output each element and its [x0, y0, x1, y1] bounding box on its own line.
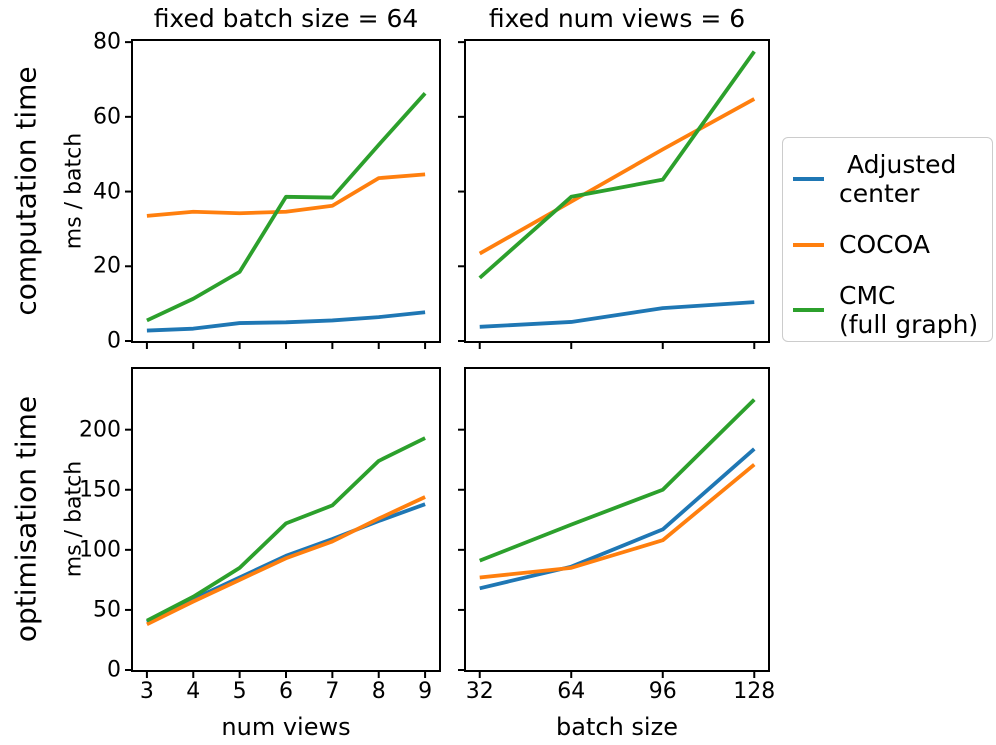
plot-canvas	[458, 41, 756, 349]
y-tick-label: 0	[107, 328, 121, 354]
legend-item-cocoa: COCOA	[793, 230, 982, 259]
x-tick-label: 6	[279, 679, 293, 704]
subplot-optimisation-vs-num-views	[125, 367, 441, 678]
line-cocoa	[479, 463, 756, 580]
legend-item-cmc-full-graph: CMC (full graph)	[793, 281, 982, 339]
plot-canvas	[458, 398, 756, 678]
plot-canvas	[125, 428, 427, 678]
legend-items: Adjusted center COCOA CMC (full graph)	[783, 138, 992, 349]
y-tick-label: 80	[93, 29, 121, 55]
legend-label-line: Adjusted	[847, 150, 957, 179]
legend-line-sample-cmc-full-graph	[793, 308, 824, 312]
x-tick-label: 9	[418, 679, 433, 704]
legend-label-line: CMC	[839, 281, 896, 310]
legend-line-sample-adjusted-center	[793, 177, 824, 181]
x-tick-label: 8	[371, 679, 386, 704]
subplot-computation-vs-batch-size	[458, 39, 770, 349]
plot-canvas	[125, 41, 427, 349]
y-tick-label: 100	[79, 537, 121, 563]
line-adjusted-center	[146, 310, 426, 333]
legend-label: CMC (full graph)	[839, 281, 978, 339]
legend-label-line: COCOA	[839, 230, 930, 259]
legend-item-adjusted-center: Adjusted center	[793, 150, 982, 208]
x-tick-label: 3	[139, 679, 154, 704]
line-adjusted-center	[479, 447, 756, 591]
y-tick-label: 200	[79, 417, 121, 443]
line-cocoa	[146, 172, 426, 218]
x-tick-label: 64	[557, 679, 586, 704]
xlabel-batch-size: batch size	[556, 713, 678, 741]
y-tick-label: 50	[93, 597, 121, 623]
subplot-title-right: fixed num views = 6	[488, 4, 746, 33]
legend-label: COCOA	[839, 230, 930, 259]
subplot-computation-vs-num-views	[125, 39, 441, 349]
legend-label-line: center	[839, 179, 920, 208]
subplot-title-left: fixed batch size = 64	[153, 4, 419, 33]
subplot-optimisation-vs-batch-size	[458, 367, 770, 678]
legend-label: Adjusted center	[839, 150, 956, 208]
x-tick-label: 4	[186, 679, 201, 704]
x-tick-label: 7	[325, 679, 340, 704]
x-tick-label: 128	[733, 679, 776, 704]
legend-label-line: (full graph)	[839, 310, 979, 339]
line-cmc-full-graph	[478, 50, 756, 280]
x-tick-label: 96	[648, 679, 677, 704]
legend: Adjusted center COCOA CMC (full graph)	[782, 137, 993, 342]
y-tick-label: 20	[93, 253, 121, 279]
x-tick-label: 32	[465, 679, 494, 704]
y-tick-label: 40	[93, 179, 121, 205]
line-adjusted-center	[479, 300, 755, 329]
line-cmc-full-graph	[479, 398, 756, 563]
y-tick-label: 0	[107, 657, 121, 683]
line-adjusted-center	[146, 502, 426, 624]
xlabel-num-views: num views	[221, 713, 351, 741]
line-cocoa	[478, 97, 756, 256]
ylabel-ms-per-batch-top: ms / batch	[61, 132, 87, 250]
x-tick-label: 5	[232, 679, 247, 704]
y-tick-label: 60	[93, 104, 121, 130]
ylabel-optimisation-time: optimisation time	[9, 395, 43, 643]
ylabel-computation-time: computation time	[9, 66, 43, 316]
line-cmc-full-graph	[146, 436, 426, 623]
line-cocoa	[146, 495, 426, 627]
line-cmc-full-graph	[146, 92, 427, 323]
y-tick-label: 150	[79, 477, 121, 503]
legend-line-sample-cocoa	[793, 242, 824, 247]
